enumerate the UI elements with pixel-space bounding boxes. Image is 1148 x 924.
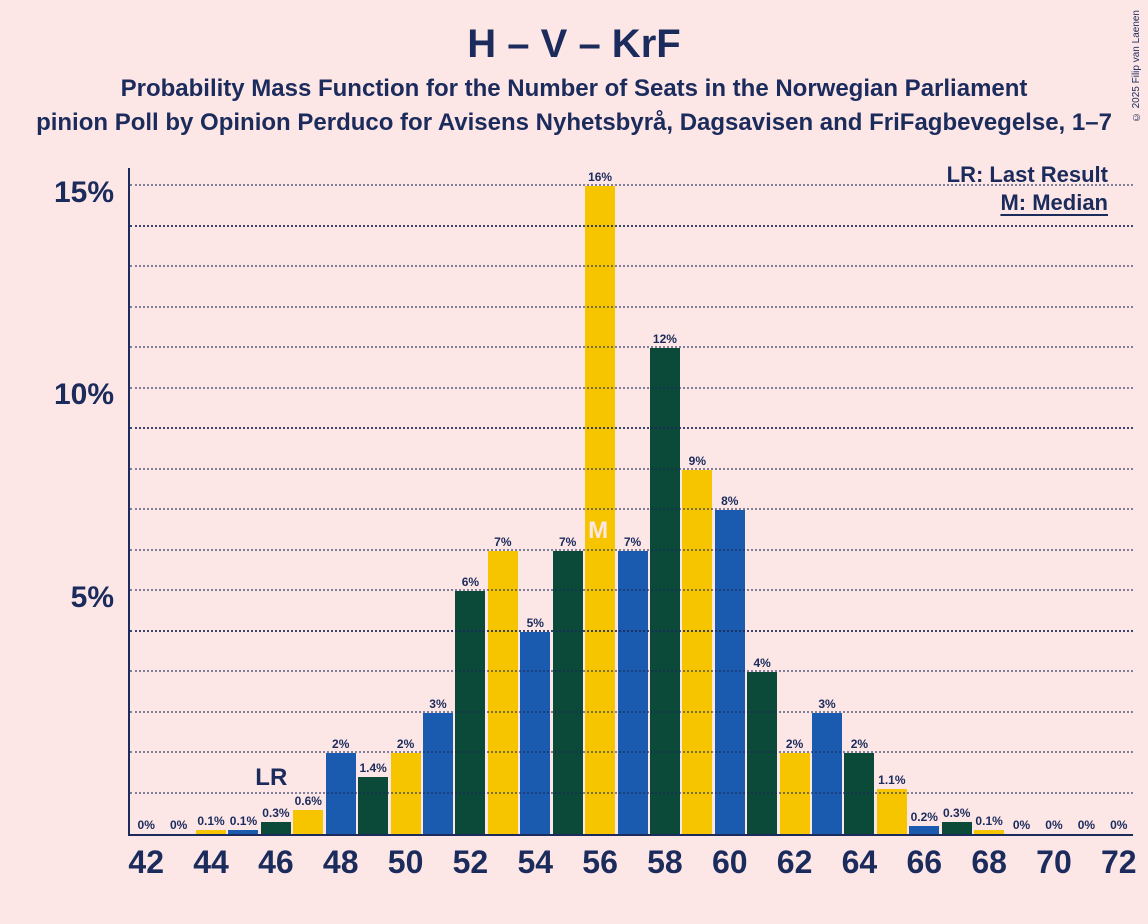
x-axis-tick-label: 64 [842, 844, 878, 881]
bar-value-label: 0.3% [943, 806, 970, 822]
x-axis-tick-label: 42 [128, 844, 164, 881]
bar: 16% [585, 186, 615, 834]
bar: 2% [844, 753, 874, 834]
grid-line [130, 508, 1133, 510]
x-axis-tick-label: 52 [453, 844, 489, 881]
x-axis-tick-label: 54 [517, 844, 553, 881]
grid-line [130, 549, 1133, 551]
bar: 8% [715, 510, 745, 834]
grid-line [130, 346, 1133, 348]
bar: 0.2% [909, 826, 939, 834]
bar: 1.1% [877, 789, 907, 834]
bars-container: 0%0%0.1%0.1%0.3%0.6%2%1.4%2%3%6%7%5%7%16… [130, 168, 1133, 834]
grid-line [130, 751, 1133, 753]
y-axis-tick-label: 10% [54, 378, 114, 412]
x-axis-tick-label: 58 [647, 844, 683, 881]
x-axis-tick-label: 66 [906, 844, 942, 881]
bar: 1.4% [358, 777, 388, 834]
bar-value-label: 0% [1110, 818, 1127, 834]
grid-line [130, 792, 1133, 794]
bar: 0.1% [196, 830, 226, 834]
bar: 9% [682, 470, 712, 834]
bar: 0.1% [228, 830, 258, 834]
bar: 2% [780, 753, 810, 834]
bar: 0.3% [942, 822, 972, 834]
x-axis-tick-label: 50 [388, 844, 424, 881]
chart-titles: H – V – KrF Probability Mass Function fo… [0, 0, 1148, 137]
bar-value-label: 0.1% [197, 814, 224, 830]
grid-line [130, 387, 1133, 389]
bar: 6% [455, 591, 485, 834]
bar: 3% [812, 713, 842, 834]
grid-line [130, 306, 1133, 308]
x-axis-tick-label: 70 [1036, 844, 1072, 881]
x-axis-tick-label: 44 [193, 844, 229, 881]
copyright-text: © 2025 Filip van Laenen [1131, 10, 1142, 122]
bar: 3% [423, 713, 453, 834]
bar: 5% [520, 632, 550, 834]
x-axis-tick-label: 48 [323, 844, 359, 881]
bar-value-label: 0% [170, 818, 187, 834]
x-axis-tick-label: 46 [258, 844, 294, 881]
bar-value-label: 0.2% [911, 810, 938, 826]
x-axis-tick-label: 62 [777, 844, 813, 881]
bar: 4% [747, 672, 777, 834]
bar-value-label: 0.3% [262, 806, 289, 822]
bar: 2% [391, 753, 421, 834]
grid-line [130, 711, 1133, 713]
grid-line [130, 630, 1133, 632]
chart-subtitle-2: pinion Poll by Opinion Perduco for Avise… [0, 109, 1148, 137]
bar: 0.6% [293, 810, 323, 834]
chart-subtitle-1: Probability Mass Function for the Number… [0, 75, 1148, 103]
grid-line [130, 225, 1133, 227]
bar-value-label: 0% [1045, 818, 1062, 834]
bar: 0.1% [974, 830, 1004, 834]
bar: 12% [650, 348, 680, 834]
bar-value-label: 0% [1013, 818, 1030, 834]
y-axis-tick-label: 15% [54, 176, 114, 210]
bar-value-label: 0% [1078, 818, 1095, 834]
median-marker: M [588, 517, 608, 545]
grid-line [130, 670, 1133, 672]
bar-value-label: 1.1% [878, 773, 905, 789]
x-axis-tick-label: 60 [712, 844, 748, 881]
bar: 0.3% [261, 822, 291, 834]
x-axis-tick-label: 56 [582, 844, 618, 881]
grid-line [130, 265, 1133, 267]
bar: 2% [326, 753, 356, 834]
grid-line [130, 427, 1133, 429]
bar-value-label: 0.1% [975, 814, 1002, 830]
grid-line [130, 184, 1133, 186]
chart-title: H – V – KrF [0, 22, 1148, 67]
bar-value-label: 0.6% [295, 794, 322, 810]
grid-line [130, 468, 1133, 470]
x-axis-tick-label: 68 [971, 844, 1007, 881]
bar-value-label: 0% [138, 818, 155, 834]
last-result-marker: LR [255, 764, 287, 792]
x-axis-tick-label: 72 [1101, 844, 1137, 881]
grid-line [130, 589, 1133, 591]
bar-value-label: 0.1% [230, 814, 257, 830]
chart-plot-area: 0%0%0.1%0.1%0.3%0.6%2%1.4%2%3%6%7%5%7%16… [128, 168, 1133, 836]
y-axis-tick-label: 5% [71, 581, 114, 615]
bar-value-label: 1.4% [359, 761, 386, 777]
